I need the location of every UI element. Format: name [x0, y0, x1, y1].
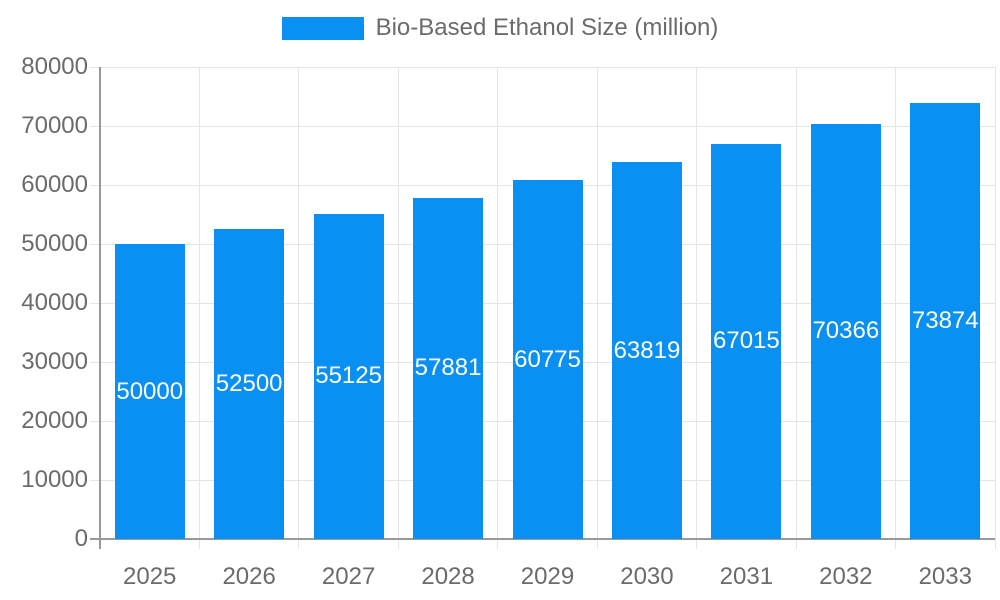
- x-tick-mark: [497, 539, 499, 549]
- x-gridline: [298, 67, 300, 539]
- bar-2030[interactable]: 63819: [611, 162, 682, 539]
- x-gridline: [497, 67, 499, 539]
- y-axis-tick-label: 70000: [21, 112, 88, 139]
- x-tick-mark: [895, 539, 897, 549]
- y-axis-tick-label: 0: [74, 525, 88, 552]
- x-axis-tick-label: 2031: [719, 563, 774, 590]
- bar-value-label: 52500: [215, 370, 283, 398]
- bar-value-label: 67015: [713, 327, 780, 355]
- x-tick-mark: [397, 539, 399, 549]
- bar-2031[interactable]: 67015: [711, 143, 782, 539]
- y-axis-tick-label: 10000: [21, 466, 88, 493]
- x-axis-tick-label: 2029: [520, 563, 575, 590]
- x-gridline: [696, 67, 698, 539]
- bar-value-label: 73874: [911, 307, 979, 335]
- bar-2032[interactable]: 70366: [810, 123, 881, 539]
- x-tick-mark: [596, 539, 598, 549]
- bar-2028[interactable]: 57881: [413, 197, 484, 539]
- y-axis-line: [99, 67, 101, 549]
- y-tick-mark: [90, 125, 100, 127]
- y-axis-tick-label: 20000: [21, 407, 88, 434]
- y-axis-tick-label: 80000: [21, 53, 88, 80]
- x-axis-tick-label: 2032: [819, 563, 873, 590]
- y-gridline: [100, 66, 995, 68]
- x-tick-mark: [298, 539, 300, 549]
- x-axis-tick-label: 2028: [421, 563, 475, 590]
- y-tick-mark: [90, 302, 100, 304]
- legend-label: Bio-Based Ethanol Size (million): [375, 14, 719, 41]
- y-tick-mark: [90, 479, 100, 481]
- x-gridline: [994, 67, 996, 539]
- legend[interactable]: Bio-Based Ethanol Size (million): [0, 14, 1000, 42]
- x-axis-tick-label: 2026: [222, 563, 276, 590]
- bar-value-label: 55125: [315, 362, 382, 390]
- y-gridline: [100, 125, 995, 127]
- x-gridline: [895, 67, 897, 539]
- y-axis-tick-label: 40000: [21, 289, 88, 316]
- y-tick-mark: [90, 184, 100, 186]
- y-axis-tick-label: 60000: [21, 171, 88, 198]
- x-gridline: [397, 67, 399, 539]
- y-axis-tick-label: 50000: [21, 230, 88, 257]
- bar-value-label: 63819: [613, 336, 681, 364]
- x-axis-tick-label: 2030: [620, 563, 674, 590]
- bar-value-label: 57881: [414, 354, 482, 382]
- x-axis-line: [90, 538, 995, 540]
- x-axis-tick-label: 2025: [123, 563, 177, 590]
- y-tick-mark: [90, 243, 100, 245]
- bar-value-label: 50000: [116, 377, 184, 405]
- x-gridline: [795, 67, 797, 539]
- x-tick-mark: [795, 539, 797, 549]
- bar-value-label: 60775: [514, 345, 581, 373]
- x-tick-mark: [994, 539, 996, 549]
- y-tick-mark: [90, 420, 100, 422]
- x-axis-tick-label: 2027: [321, 563, 376, 590]
- y-tick-mark: [90, 361, 100, 363]
- bar-2029[interactable]: 60775: [512, 180, 583, 539]
- y-axis-tick-label: 30000: [21, 348, 88, 375]
- y-tick-mark: [90, 66, 100, 68]
- legend-swatch-icon: [281, 16, 364, 40]
- x-axis-tick-label: 2033: [918, 563, 972, 590]
- bar-2033[interactable]: 73874: [910, 103, 981, 539]
- x-tick-mark: [696, 539, 698, 549]
- x-gridline: [198, 67, 200, 539]
- bar-2027[interactable]: 55125: [313, 213, 384, 539]
- x-gridline: [596, 67, 598, 539]
- bar-value-label: 70366: [812, 317, 880, 345]
- bar-2025[interactable]: 50000: [114, 244, 185, 539]
- bar-2026[interactable]: 52500: [214, 229, 285, 539]
- x-tick-mark: [198, 539, 200, 549]
